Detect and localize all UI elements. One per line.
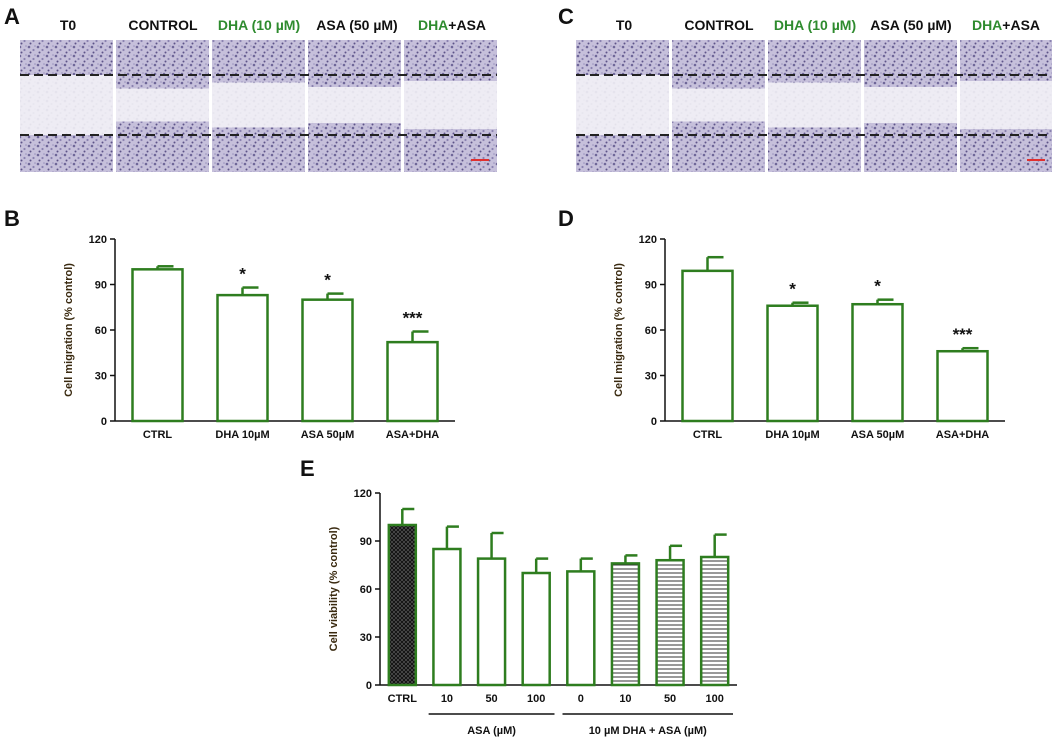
panel-a-header-2: DHA (10 µM) [218,17,300,33]
y-tick-label: 60 [95,325,107,337]
panel-a-scratch-gap-2 [212,82,305,128]
bar [432,547,462,687]
x-tick-label: ASA+DHA [936,429,990,441]
y-tick-label: 0 [651,416,657,428]
panel-label-d: D [558,206,574,231]
bar [566,570,596,687]
x-tick-label: 10 [619,693,631,705]
y-tick-label: 0 [366,680,372,692]
panel-a-scratch-gap-4 [404,81,497,129]
y-tick-label: 90 [645,280,657,292]
bar [216,293,269,423]
y-tick-label: 0 [101,416,107,428]
chart-e: 0 30 60 90 120 Cell viability (% control) CTRL… [328,488,737,737]
bar [936,349,989,423]
panel-label-b: B [4,206,20,231]
x-tick-label: CTRL [388,693,418,705]
y-axis-label: Cell migration (% control) [63,263,75,397]
x-tick-label: 100 [527,693,545,705]
panel-a-header-3: ASA (50 µM) [316,17,397,33]
panel-c-header-4: DHA+ASA [972,17,1040,33]
panel-c-scratch-gap-1 [672,88,765,122]
y-axis-label: Cell migration (% control) [613,263,625,397]
y-tick-label: 60 [360,584,372,596]
panel-c-micrographs [576,40,1052,172]
bar [699,555,730,687]
panel-a-micrographs [20,40,497,172]
panel-label-c: C [558,4,574,29]
y-tick-label: 30 [645,371,657,383]
bar [766,304,819,423]
significance-marker: *** [403,309,423,328]
panel-label-a: A [4,4,20,29]
bar [131,268,184,423]
x-tick-label: DHA 10µM [215,429,269,441]
panel-a-header-4: DHA+ASA [418,17,486,33]
significance-marker: * [789,280,796,299]
x-tick-label: 0 [578,693,584,705]
bar [301,298,354,423]
y-tick-label: 120 [639,234,657,246]
bar [386,340,439,423]
group-label: ASA (µM) [467,725,516,737]
x-tick-label: 10 [441,693,453,705]
significance-marker: * [874,277,881,296]
bar [851,302,904,423]
panel-c-header-2: DHA (10 µM) [774,17,856,33]
bar [521,571,551,687]
x-tick-label: ASA+DHA [386,429,440,441]
chart-b: 0 30 60 90 120 Cell migration (% control) CTRL… [63,234,455,441]
panel-a-scratch-gap-1 [116,88,209,122]
x-tick-label: DHA 10µM [765,429,819,441]
x-tick-label: CTRL [143,429,173,441]
significance-marker: * [324,271,331,290]
x-tick-label: CTRL [693,429,723,441]
panel-a-header-0: T0 [60,17,77,33]
x-tick-label: ASA 50µM [851,429,905,441]
x-tick-label: ASA 50µM [301,429,355,441]
chart-d: 0 30 60 90 120 Cell migration (% control) CTRL… [613,234,1005,441]
y-tick-label: 90 [95,280,107,292]
bar [476,557,507,687]
x-tick-label: 100 [706,693,724,705]
significance-marker: * [239,265,246,284]
y-tick-label: 120 [89,234,107,246]
panel-a-scratch-gap-3 [308,87,401,123]
bar [610,562,641,687]
y-tick-label: 30 [360,632,372,644]
x-tick-label: 50 [664,693,676,705]
bar [681,269,734,423]
panel-c-header-3: ASA (50 µM) [870,17,951,33]
panel-c-scratch-gap-0 [576,75,669,135]
panel-label-e: E [300,456,315,481]
significance-marker: *** [953,325,973,344]
bar [655,558,685,687]
y-axis-label: Cell viability (% control) [328,526,340,651]
panel-a-scratch-gap-0 [20,75,113,135]
panel-c-header-1: CONTROL [684,17,754,33]
panel-c-scratch-gap-3 [864,87,957,123]
y-tick-label: 90 [360,536,372,548]
panel-c-scratch-gap-2 [768,82,861,128]
y-tick-label: 60 [645,325,657,337]
y-tick-label: 120 [354,488,372,500]
panel-a-header-1: CONTROL [128,17,198,33]
x-tick-label: 50 [485,693,497,705]
panel-c-header-0: T0 [616,17,633,33]
group-label: 10 µM DHA + ASA (µM) [589,725,707,737]
y-tick-label: 30 [95,371,107,383]
panel-c-scratch-gap-4 [960,81,1052,129]
bar [387,523,418,687]
